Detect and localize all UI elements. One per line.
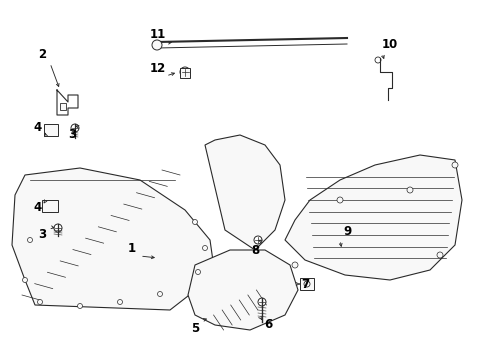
Polygon shape xyxy=(180,68,190,78)
Text: 4: 4 xyxy=(34,121,42,135)
Circle shape xyxy=(336,197,342,203)
Text: 11: 11 xyxy=(149,28,166,41)
Text: 12: 12 xyxy=(149,62,166,75)
Text: 9: 9 xyxy=(343,225,351,238)
Polygon shape xyxy=(285,155,461,280)
Circle shape xyxy=(253,236,262,244)
Circle shape xyxy=(180,67,190,77)
Text: 2: 2 xyxy=(38,49,46,62)
Circle shape xyxy=(22,278,27,283)
Circle shape xyxy=(71,124,79,132)
Circle shape xyxy=(27,238,32,243)
Circle shape xyxy=(195,270,200,274)
Text: 5: 5 xyxy=(190,321,199,334)
Circle shape xyxy=(77,303,82,309)
Circle shape xyxy=(157,292,162,297)
Text: 1: 1 xyxy=(128,242,136,255)
Polygon shape xyxy=(60,103,66,110)
Circle shape xyxy=(54,224,62,232)
Polygon shape xyxy=(299,278,313,290)
Polygon shape xyxy=(12,168,215,310)
Text: 4: 4 xyxy=(34,202,42,215)
Text: 3: 3 xyxy=(68,129,76,141)
Polygon shape xyxy=(42,200,58,212)
Circle shape xyxy=(258,298,265,306)
Circle shape xyxy=(202,246,207,251)
Circle shape xyxy=(192,220,197,225)
Circle shape xyxy=(406,187,412,193)
Polygon shape xyxy=(187,250,297,330)
Polygon shape xyxy=(204,135,285,250)
Circle shape xyxy=(38,300,42,305)
Text: 6: 6 xyxy=(264,319,271,332)
Circle shape xyxy=(436,252,442,258)
Circle shape xyxy=(152,40,162,50)
Text: 8: 8 xyxy=(250,243,259,256)
Text: 7: 7 xyxy=(300,278,308,291)
Polygon shape xyxy=(44,124,58,136)
Text: 10: 10 xyxy=(381,39,397,51)
Text: 3: 3 xyxy=(38,229,46,242)
Circle shape xyxy=(451,162,457,168)
Circle shape xyxy=(117,300,122,305)
Circle shape xyxy=(291,262,297,268)
